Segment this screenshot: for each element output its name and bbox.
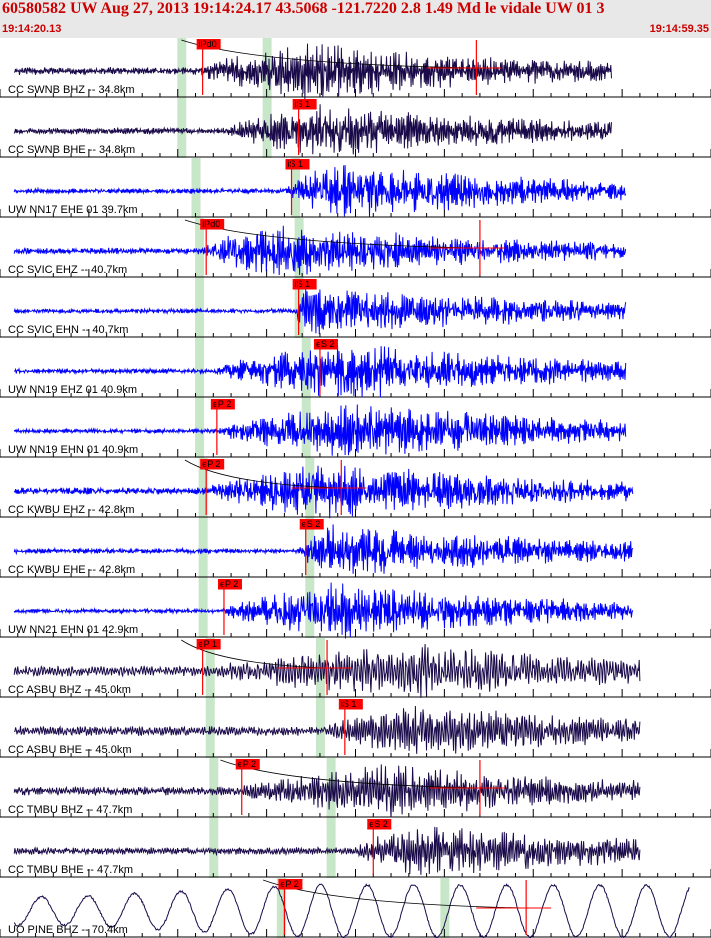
coda-curve [184,459,342,489]
pick-label: eP 2 [213,399,231,409]
waveform [13,43,612,100]
trace-row: eP 1 CC ASBU BHZ -- 45.0km [0,638,711,698]
pick-flag[interactable] [338,699,363,709]
trace-label: UW NN21 EHN 01 42.9km [8,624,138,636]
trace-label: CC TMBU BHE -- 47.7km [8,864,133,876]
pick-flag[interactable] [292,99,317,109]
pick-flag[interactable] [200,459,225,469]
trace-label: CC SVIC EHN -- 40.7km [8,324,128,336]
pick-flag[interactable] [210,399,235,409]
pick-label: iPd0 [199,39,217,49]
coda-curve [262,879,527,909]
trace-row: iS 1 CC SVIC EHN -- 40.7km [0,278,711,338]
phase-window [177,98,187,158]
pick-label: eP 2 [280,879,298,889]
seismogram-plot: iPd0 CC SWNB BHZ -- 34.8km iS 1 CC SWNB BHE… [0,38,711,938]
phase-window [177,38,187,98]
coda-curve [181,639,328,669]
phase-window [326,818,336,878]
pick-label: eP 2 [202,459,220,469]
trace-row: iS 1 CC ASBU BHE -- 45.0km [0,698,711,758]
pick-flag[interactable] [285,159,310,169]
start-time: 19:14:20.13 [2,23,62,35]
trace-label: UW NN17 EHE 01 39.7km [8,204,138,216]
pick-flag[interactable] [313,339,338,349]
phase-window [191,158,201,218]
trace-label: CC SWNB BHZ -- 34.8km [8,84,135,96]
waveform [13,165,627,218]
trace-row: eP 2 UO PINE BHZ -- 70.4km [0,878,711,938]
phase-window [276,878,286,938]
waveform [13,288,627,335]
trace-row: eS 2 CC TMBU BHE -- 47.7km [0,818,711,878]
phase-window [315,698,325,758]
waveform [13,104,612,155]
pick-flag[interactable] [200,219,225,229]
pick-flag[interactable] [196,639,221,649]
trace-row: iS 1 UW NN17 EHE 01 39.7km [0,158,711,218]
pick-label: eP 2 [238,759,256,769]
trace-label: UW NN19 EHZ 01 40.9km [8,384,137,396]
pick-label: eS 2 [369,819,388,829]
pick-flag[interactable] [292,279,317,289]
pick-label: eP 1 [199,639,217,649]
pick-label: eS 2 [302,519,321,529]
pick-label: iS 1 [295,99,311,109]
waveform [14,705,641,754]
waveform [13,404,627,456]
pick-label: iS 1 [288,159,304,169]
phase-window [195,218,205,278]
phase-window [195,398,205,458]
waveform [13,524,634,574]
pick-flag[interactable] [299,519,324,529]
pick-label: iS 1 [295,279,311,289]
trace-label: CC ASBU BHE -- 45.0km [8,744,131,756]
waveform [13,582,634,639]
phase-window [205,638,215,698]
waveform [13,764,641,818]
trace-label: CC TMBU BHZ -- 47.7km [8,804,132,816]
phase-window [198,518,208,578]
trace-label: CC SWNB BHE -- 34.8km [8,144,135,156]
trace-row: iS 1 CC SWNB BHE -- 34.8km [0,98,711,158]
pick-flag[interactable] [367,819,392,829]
trace-row: eP 2 UW NN21 EHN 01 42.9km [0,578,711,639]
pick-label: iS 1 [341,699,357,709]
phase-window [195,278,205,338]
pick-flag[interactable] [196,39,221,49]
trace-row: eS 2 CC KWBU EHE -- 42.8km [0,518,711,578]
trace-label: CC KWBU EHZ -- 42.8km [8,504,135,516]
phase-window [198,458,208,518]
trace-label: UO PINE BHZ -- 70.4km [8,924,128,936]
phase-window [301,338,311,398]
header-bar: 60580582 UW Aug 27, 2013 19:14:24.17 43.… [0,0,711,38]
trace-label: CC KWBU EHE -- 42.8km [8,564,135,576]
phase-window [440,878,450,938]
trace-row: eS 2 UW NN19 EHZ 01 40.9km [0,338,711,398]
trace-label: CC SVIC EHZ -- 40.7km [8,264,127,276]
phase-window [198,578,208,638]
trace-row: eP 2 CC TMBU BHZ -- 47.7km [0,758,711,818]
trace-row: eP 2 CC KWBU EHZ -- 42.8km [0,458,711,519]
pick-flag[interactable] [235,759,260,769]
phase-window [195,338,205,398]
pick-label: iPd0 [202,219,220,229]
end-time: 19:14:59.35 [649,23,709,35]
waveform [13,826,641,875]
pick-label: eP 2 [220,579,238,589]
waveform [13,225,627,276]
phase-window [209,758,219,818]
pick-label: eS 2 [316,339,335,349]
trace-row: iPd0 CC SWNB BHZ -- 34.8km [0,38,711,100]
trace-row: eP 2 UW NN19 EHN 01 40.9km [0,398,711,458]
trace-label: UW NN19 EHN 01 40.9km [8,444,138,456]
event-title: 60580582 UW Aug 27, 2013 19:14:24.17 43.… [2,0,605,17]
pick-flag[interactable] [278,879,303,889]
trace-row: iPd0 CC SVIC EHZ -- 40.7km [0,218,711,278]
trace-label: CC ASBU BHZ -- 45.0km [8,684,131,696]
waveform [13,883,690,938]
pick-flag[interactable] [217,579,242,589]
phase-window [209,818,219,878]
waveform [13,465,634,519]
